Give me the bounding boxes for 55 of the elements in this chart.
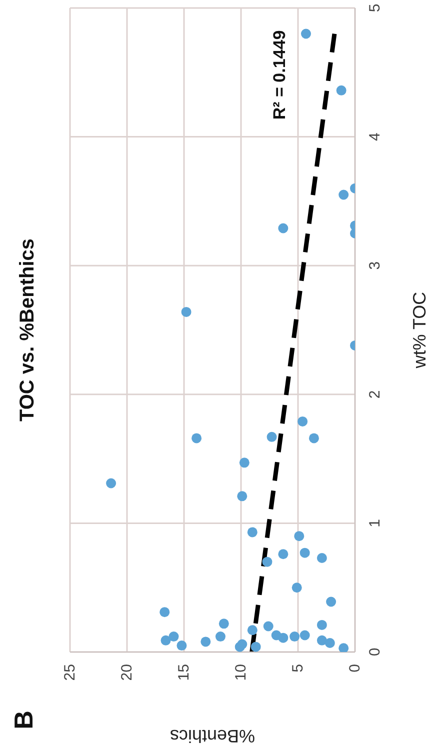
point	[237, 639, 248, 650]
point	[160, 635, 171, 646]
point	[308, 433, 319, 444]
x-axis-title: %Benthics	[170, 726, 256, 744]
point	[263, 621, 274, 632]
y-tick-label: 0	[366, 648, 384, 656]
point	[247, 625, 258, 636]
x-tick-label: 0	[346, 664, 364, 672]
point	[316, 552, 327, 563]
point	[326, 596, 336, 607]
point	[192, 433, 202, 444]
point	[106, 478, 116, 488]
point	[181, 306, 192, 317]
x-tick-label: 10	[232, 664, 250, 681]
point	[278, 632, 288, 643]
point	[336, 85, 346, 96]
x-tick-label: 5	[290, 664, 306, 672]
point	[250, 642, 261, 652]
y-tick-label: 1	[366, 519, 384, 528]
point	[176, 640, 187, 651]
text: B	[8, 710, 40, 730]
point	[300, 28, 311, 39]
x-tick-label: 15	[176, 664, 192, 681]
point	[338, 643, 349, 652]
point	[298, 416, 308, 426]
y-tick-label: 5	[366, 4, 384, 12]
point	[300, 548, 310, 558]
point	[237, 491, 248, 502]
point	[168, 632, 179, 642]
y-tick-label: 3	[366, 261, 384, 270]
point	[316, 620, 327, 630]
point	[200, 636, 211, 647]
point	[239, 458, 250, 468]
point	[278, 223, 288, 234]
text: TOC vs. %Benthics	[16, 238, 40, 422]
y-axis-title: wt% TOC	[409, 292, 430, 370]
point	[262, 556, 272, 567]
point	[290, 632, 300, 642]
point	[247, 527, 258, 538]
point	[316, 635, 327, 646]
point	[266, 432, 277, 442]
point	[294, 531, 304, 542]
point	[215, 632, 226, 642]
point	[300, 630, 310, 640]
annotation: R² = 0.1449	[270, 30, 290, 120]
point	[338, 190, 349, 200]
point	[160, 607, 170, 618]
y-tick-label: 2	[366, 390, 384, 399]
point	[324, 638, 335, 648]
point	[278, 549, 288, 560]
x-tick-label: 20	[118, 664, 136, 681]
point	[292, 582, 302, 593]
y-tick-label: 4	[366, 132, 384, 141]
x-tick-label: 25	[62, 664, 78, 681]
point	[218, 618, 229, 629]
